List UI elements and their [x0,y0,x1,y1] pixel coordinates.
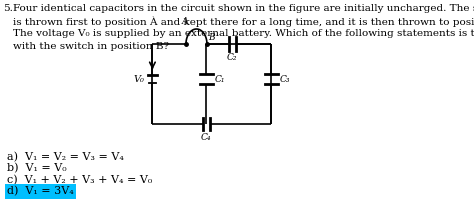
Text: Four identical capacitors in the circuit shown in the figure are initially uncha: Four identical capacitors in the circuit… [13,4,474,13]
Text: a)  V₁ = V₂ = V₃ = V₄: a) V₁ = V₂ = V₃ = V₄ [7,152,124,162]
Text: V₀: V₀ [134,74,145,83]
Text: b)  V₁ = V₀: b) V₁ = V₀ [7,163,67,174]
Text: The voltage V₀ is supplied by an external battery. Which of the following statem: The voltage V₀ is supplied by an externa… [13,29,474,38]
Text: C₂: C₂ [227,53,237,62]
Text: d)  V₁ = 3V₄: d) V₁ = 3V₄ [7,186,74,197]
Text: c)  V₁ + V₂ + V₃ + V₄ = V₀: c) V₁ + V₂ + V₃ + V₄ = V₀ [7,175,152,185]
Text: C₁: C₁ [215,74,225,83]
Text: A: A [182,17,188,26]
Text: is thrown first to position À and kept there for a long time, and it is then thr: is thrown first to position À and kept t… [13,16,474,27]
Text: C₃: C₃ [280,74,290,83]
Text: 5.: 5. [3,4,13,13]
Text: with the switch in position B?: with the switch in position B? [13,42,169,51]
Text: C₄: C₄ [201,133,211,142]
Text: B: B [209,33,215,42]
